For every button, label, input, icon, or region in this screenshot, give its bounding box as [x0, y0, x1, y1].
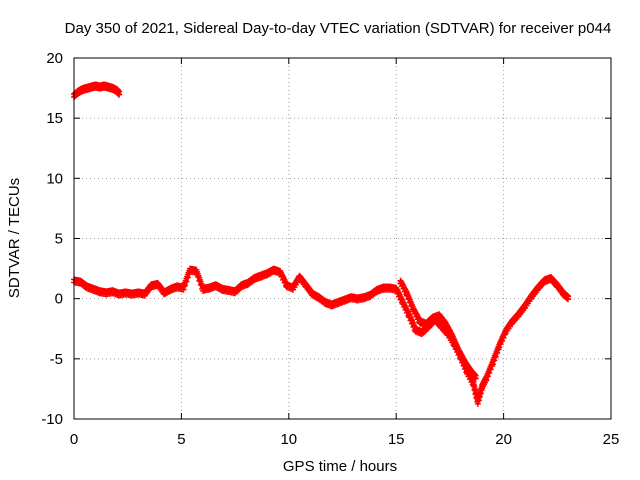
data-point: [180, 286, 187, 293]
data-point: [489, 361, 496, 368]
data-point: [484, 373, 491, 380]
x-tick-label: 25: [603, 431, 620, 448]
data-points: [71, 81, 572, 407]
x-tick-label: 10: [280, 431, 297, 448]
data-point: [116, 91, 123, 98]
y-tick-label: -5: [50, 351, 63, 368]
y-tick-label: -10: [41, 411, 63, 428]
y-tick-label: 5: [55, 231, 63, 248]
data-point: [472, 375, 479, 382]
tick-labels: 0 5 10 15 20 25 -10 -5 0 5 10 15 20: [41, 50, 619, 448]
x-tick-label: 15: [388, 431, 405, 448]
y-tick-label: 0: [55, 291, 63, 308]
grid: [74, 58, 611, 419]
x-tick-label: 5: [177, 431, 185, 448]
data-point: [494, 350, 501, 357]
x-tick-label: 20: [495, 431, 512, 448]
data-point: [486, 369, 493, 376]
data-point: [500, 334, 507, 341]
chart-title: Day 350 of 2021, Sidereal Day-to-day VTE…: [65, 20, 612, 37]
data-point: [184, 274, 191, 281]
data-point: [499, 337, 506, 344]
data-point: [497, 341, 504, 348]
data-point: [181, 282, 188, 289]
data-point: [565, 296, 572, 303]
data-point: [492, 353, 499, 360]
data-point: [491, 357, 498, 364]
plot-frame: [73, 57, 612, 420]
y-axis-label: SDTVAR / TECUs: [6, 178, 23, 298]
data-point: [487, 366, 494, 373]
y-tick-label: 20: [46, 50, 63, 67]
data-point: [521, 305, 528, 312]
data-point: [483, 376, 490, 383]
y-tick-label: 10: [46, 170, 63, 187]
data-point: [183, 278, 190, 285]
x-tick-label: 0: [70, 431, 78, 448]
y-tick-label: 15: [46, 110, 63, 127]
x-axis-label: GPS time / hours: [283, 458, 397, 475]
data-point: [496, 344, 503, 351]
